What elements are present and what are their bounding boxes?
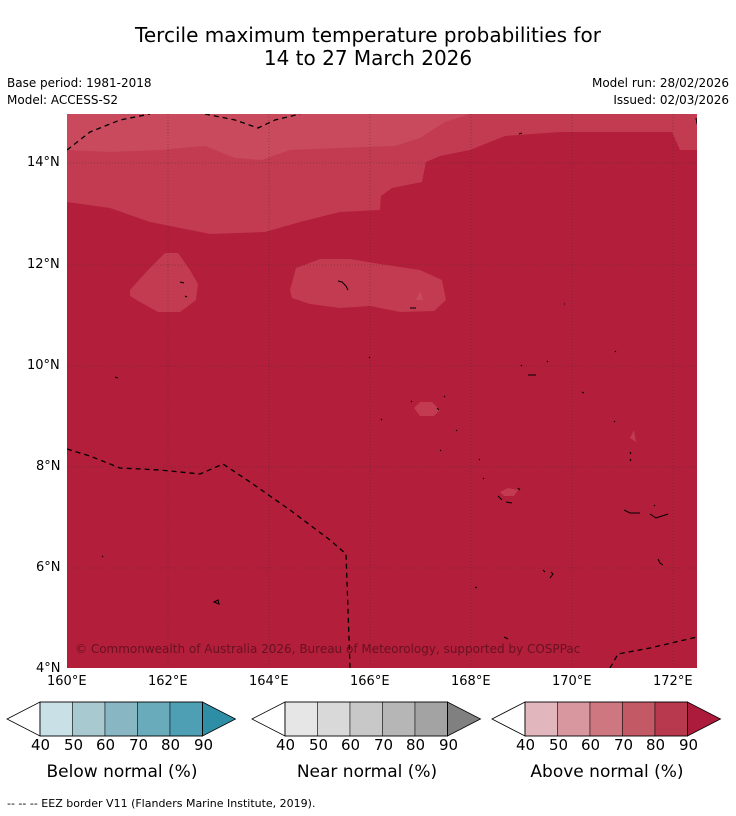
above-tick-80: 80	[646, 736, 666, 754]
below-colorbar-segment	[39, 701, 73, 737]
near-colorbar-segment	[317, 701, 351, 737]
below-tick-60: 60	[96, 736, 116, 754]
above-colorbar-segment	[524, 701, 558, 737]
below-colorbar-outline	[39, 701, 203, 737]
below-colorbar-over-arrow	[202, 701, 237, 737]
below-tick-50: 50	[64, 736, 84, 754]
lat-label-6n: 6°N	[36, 560, 61, 575]
lat-label-10n: 10°N	[27, 358, 60, 373]
below-normal-title: Below normal (%)	[46, 762, 198, 782]
eez-borders	[67, 114, 697, 668]
base-period: Base period: 1981-2018	[7, 76, 152, 90]
near-colorbar-segment	[284, 701, 318, 737]
eez-footnote: -- -- -- EEZ border V11 (Flanders Marine…	[7, 797, 316, 810]
lon-label-162e: 162°E	[148, 674, 188, 689]
above-colorbar-outline	[524, 701, 688, 737]
above-tick-70: 70	[614, 736, 634, 754]
below-colorbar-under-arrow	[6, 701, 41, 737]
issued-date: Issued: 02/03/2026	[613, 93, 729, 107]
lat-label-14n: 14°N	[27, 155, 60, 170]
lat-label-4n: 4°N	[36, 661, 61, 676]
above-normal-title: Above normal (%)	[530, 762, 684, 782]
contour-patch-west	[130, 253, 198, 312]
contour-patch-east	[500, 488, 518, 496]
above-tick-50: 50	[549, 736, 569, 754]
colorbars	[6, 701, 722, 737]
contour-above-60-70	[67, 114, 470, 160]
below-tick-40: 40	[31, 736, 51, 754]
islands	[101, 117, 697, 640]
below-colorbar-segment	[104, 701, 138, 737]
copyright-notice: © Commonwealth of Australia 2026, Bureau…	[75, 642, 580, 656]
below-tick-80: 80	[161, 736, 181, 754]
near-colorbar-under-arrow	[251, 701, 286, 737]
above-colorbar-under-arrow	[491, 701, 526, 737]
above-tick-90: 90	[679, 736, 699, 754]
below-colorbar-segment	[137, 701, 171, 737]
contour-patch-central	[290, 259, 446, 312]
near-tick-70: 70	[374, 736, 394, 754]
contour-patch-small	[416, 291, 423, 300]
lat-label-8n: 8°N	[36, 459, 61, 474]
chart-title-line1: Tercile maximum temperature probabilitie…	[135, 23, 601, 47]
near-colorbar-over-arrow	[447, 701, 482, 737]
gridlines	[67, 114, 697, 668]
above-colorbar-over-arrow	[687, 701, 722, 737]
lat-label-12n: 12°N	[27, 257, 60, 272]
map-area: © Commonwealth of Australia 2026, Bureau…	[67, 114, 697, 668]
model-name: Model: ACCESS-S2	[7, 93, 119, 107]
near-normal-title: Near normal (%)	[296, 762, 438, 782]
near-tick-50: 50	[309, 736, 329, 754]
above-colorbar-segment	[654, 701, 688, 737]
lon-label-160e: 160°E	[47, 674, 87, 689]
lon-label-168e: 168°E	[451, 674, 491, 689]
below-colorbar-segment	[169, 701, 203, 737]
below-tick-70: 70	[129, 736, 149, 754]
chart-title-line2: 14 to 27 March 2026	[263, 46, 473, 70]
contour-patch-south	[414, 402, 440, 416]
lon-label-164e: 164°E	[249, 674, 289, 689]
below-tick-90: 90	[194, 736, 214, 754]
near-tick-60: 60	[341, 736, 361, 754]
lon-label-172e: 172°E	[653, 674, 693, 689]
near-colorbar-segment	[349, 701, 383, 737]
near-colorbar-segment	[414, 701, 448, 737]
above-tick-60: 60	[581, 736, 601, 754]
above-colorbar-segment	[557, 701, 591, 737]
below-colorbar-segment	[72, 701, 106, 737]
above-tick-40: 40	[516, 736, 536, 754]
lon-label-166e: 166°E	[350, 674, 390, 689]
near-colorbar-segment	[382, 701, 416, 737]
near-tick-40: 40	[276, 736, 296, 754]
near-tick-80: 80	[406, 736, 426, 754]
lon-label-170e: 170°E	[552, 674, 592, 689]
above-colorbar-segment	[622, 701, 656, 737]
near-colorbar-outline	[284, 701, 448, 737]
near-tick-90: 90	[439, 736, 459, 754]
contour-patch-far-east	[630, 430, 636, 442]
above-colorbar-segment	[589, 701, 623, 737]
model-run: Model run: 28/02/2026	[591, 76, 729, 90]
